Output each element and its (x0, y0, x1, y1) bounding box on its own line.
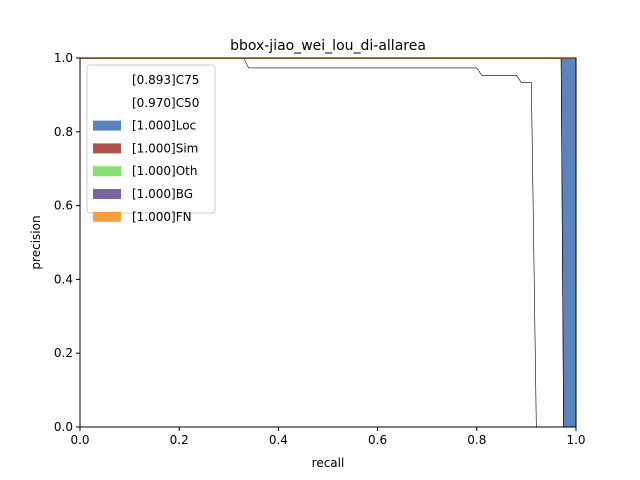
axes: 0.0 0.2 0.4 0.6 0.8 1.0 0.0 0.2 0.4 0.6 0.8 1.0 (54, 51, 586, 447)
y-tick-label: 0.8 (54, 125, 73, 139)
x-tick-label: 0.2 (170, 433, 189, 447)
legend-label-0-893-c75: [0.893]C75 (132, 73, 199, 87)
legend-label-1-000-loc: [1.000]Loc (132, 119, 196, 133)
legend-swatch-1-000-sim (93, 143, 121, 154)
chart-title: bbox-jiao_wei_lou_di-allarea (230, 38, 426, 54)
axes-frame (79, 57, 577, 428)
line-0-893-c75 (80, 57, 537, 428)
legend-swatch-1-000-oth (93, 166, 121, 177)
legend: [0.893]C75 [0.970]C50 [1.000]Loc [1.000]Sim… (86, 64, 216, 224)
y-tick-label: 0.6 (54, 199, 73, 213)
legend-label-0-970-c50: [0.970]C50 (132, 96, 199, 110)
x-axis-label: recall (312, 456, 345, 470)
legend-swatch-1-000-fn (93, 211, 121, 222)
y-tick-label: 0.2 (54, 346, 73, 360)
legend-swatch-1-000-loc (93, 120, 121, 131)
legend-label-1-000-sim: [1.000]Sim (132, 141, 198, 155)
legend-label-1-000-oth: [1.000]Oth (132, 164, 197, 178)
y-tick-label: 0.0 (54, 420, 73, 434)
x-tick-label: 0.6 (368, 433, 387, 447)
x-tick-label: 0.4 (269, 433, 288, 447)
y-axis-label: precision (29, 215, 43, 269)
y-tick-label: 1.0 (54, 51, 73, 65)
legend-label-1-000-bg: [1.000]BG (132, 187, 193, 201)
y-tick-label: 0.4 (54, 272, 73, 286)
legend-label-1-000-fn: [1.000]FN (132, 210, 192, 224)
x-tick-label: 1.0 (566, 433, 585, 447)
legend-swatch-1-000-bg (93, 189, 121, 199)
x-tick-label: 0.8 (467, 433, 486, 447)
x-tick-label: 0.0 (70, 433, 89, 447)
